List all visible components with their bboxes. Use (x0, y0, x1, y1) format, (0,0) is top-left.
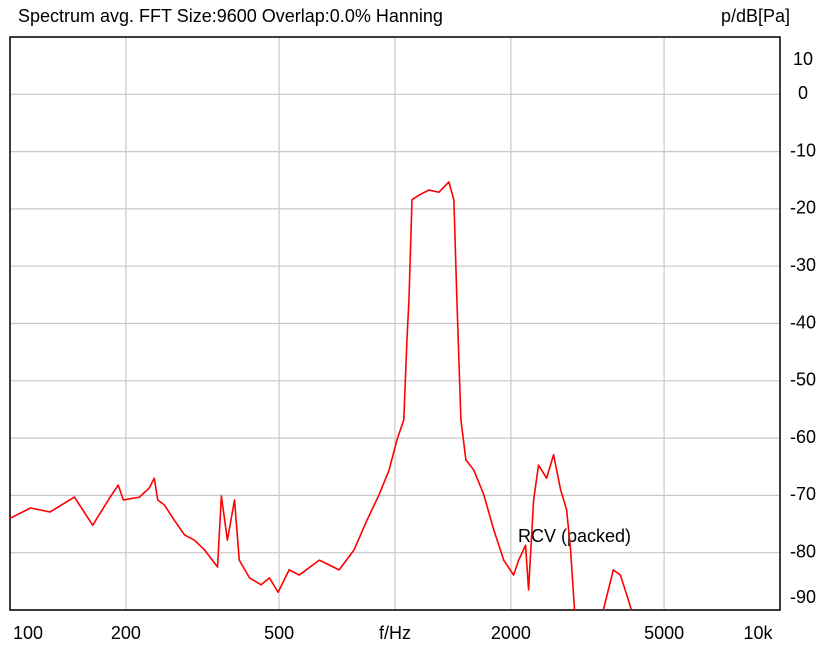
y-tick-label: -20 (790, 198, 816, 218)
y-tick-label: -50 (790, 370, 816, 390)
x-tick-label: f/Hz (379, 623, 411, 643)
x-tick-label: 5000 (644, 623, 684, 643)
annotation: RCV (packed) (518, 526, 631, 546)
x-tick-label: 100 (13, 623, 43, 643)
y-tick-label: -60 (790, 427, 816, 447)
y-tick-label: -10 (790, 140, 816, 160)
y-tick-label: -70 (790, 484, 816, 504)
y-tick-label: -40 (790, 312, 816, 332)
x-tick-label: 10k (743, 623, 773, 643)
x-tick-label: 2000 (491, 623, 531, 643)
y-tick-label: -30 (790, 255, 816, 275)
y-tick-label: 0 (798, 83, 808, 103)
y-axis-label: p/dB[Pa] (721, 6, 790, 26)
chart-title: Spectrum avg. FFT Size:9600 Overlap:0.0%… (18, 6, 443, 26)
grid (9, 36, 781, 611)
spectrum-line (602, 569, 633, 611)
y-tick-label: -90 (790, 587, 816, 607)
x-tick-label: 500 (264, 623, 294, 643)
plot-frame (9, 36, 781, 611)
spectrum-line (9, 181, 576, 611)
x-tick-label: 200 (111, 623, 141, 643)
y-tick-label: 10 (793, 49, 813, 69)
y-tick-label: -80 (790, 541, 816, 561)
